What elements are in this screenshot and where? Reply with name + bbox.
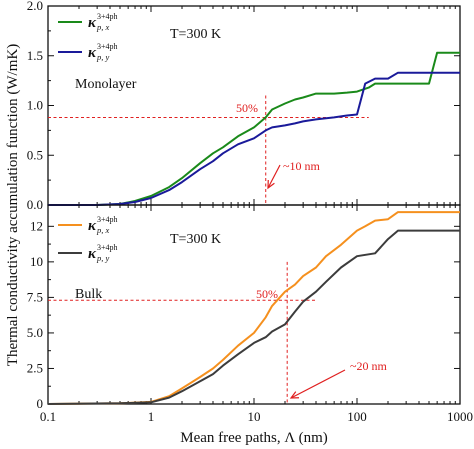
monolayer-y-tick-label: 0.5 [27,147,43,162]
x-tick-label: 1000 [447,409,473,424]
bulk-legend-sub: p, y [96,253,110,263]
bulk-y-tick-label: 2.5 [27,360,43,375]
monolayer-series-x [48,51,460,206]
monolayer-legend-sup: 3+4ph [97,12,118,21]
x-tick-label: 100 [347,409,367,424]
x-axis-title: Mean free paths, Λ (nm) [180,430,328,446]
monolayer-panel-label: Monolayer [75,77,137,92]
bulk-frame [47,204,461,405]
bulk-legend-sup: 3+4ph [97,243,118,252]
monolayer-legend-sup: 3+4ph [97,42,118,51]
bulk-temperature-label: T=300 K [170,232,221,247]
monolayer-callout-label: ~10 nm [283,159,320,173]
monolayer-callout-arrow [267,164,281,189]
monolayer-50pct-label: 50% [236,101,258,115]
monolayer-y-tick-label: 1.0 [27,98,43,113]
x-tick-label: 1 [148,409,155,424]
monolayer-y-tick-label: 2.0 [27,0,43,13]
bulk-panel-label: Bulk [75,287,102,302]
bulk-callout-label: ~20 nm [350,359,387,373]
bulk-y-tick-label: 0 [37,396,44,411]
bulk-callout-arrow [290,369,346,399]
monolayer-y-tick-label: 0.0 [27,197,43,212]
bulk-legend-kappa: κ [88,218,97,234]
monolayer-legend-kappa: κ [88,15,97,31]
bulk-50pct-label: 50% [256,287,278,301]
monolayer-y-tick-label: 1.5 [27,48,43,63]
bulk-legend-sup: 3+4ph [97,215,118,224]
bulk-y-tick-label: 10 [30,254,43,269]
x-tick-label: 10 [248,409,261,424]
bulk-legend-sub: p, x [96,225,110,235]
bulk-legend-kappa: κ [88,246,97,262]
bulk-y-tick-label: 5.0 [27,325,43,340]
bulk-series-x [47,211,460,405]
x-tick-label: 0.1 [40,409,56,424]
bulk-series-y [47,229,460,405]
y-axis-title: Thermal conductivity accumulation functi… [5,44,21,366]
bulk-callout-arrowhead [289,391,300,399]
monolayer-callout-arrowhead [267,179,275,190]
bulk-y-tick-label: 12 [30,218,43,233]
bulk-y-tick-label: 7.5 [27,289,43,304]
monolayer-temperature-label: T=300 K [170,27,221,42]
monolayer-legend-kappa: κ [88,45,97,61]
monolayer-legend-sub: p, y [96,52,110,62]
monolayer-series-y [48,71,460,206]
monolayer-legend-sub: p, x [96,22,110,32]
